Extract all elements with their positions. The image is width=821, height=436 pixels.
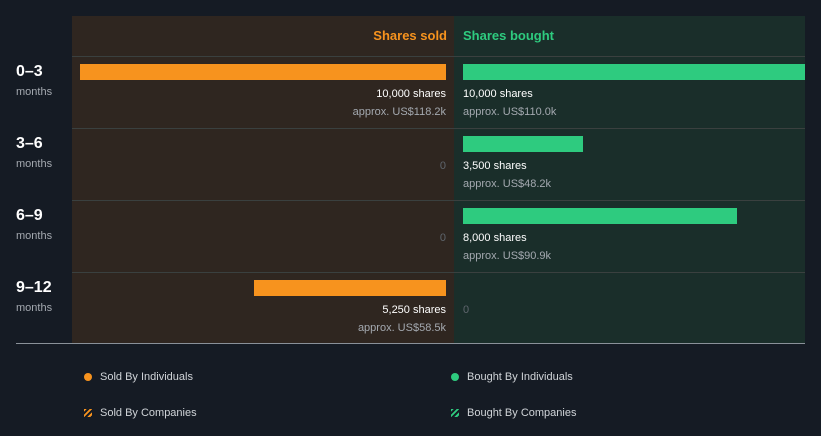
insider-trading-chart: Shares sold Shares bought 0–3 months 10,00… xyxy=(16,16,805,344)
orange-dot-icon xyxy=(84,373,92,381)
row-divider xyxy=(72,200,805,201)
sold-bar xyxy=(254,280,446,296)
sold-value-label: approx. US$58.5k xyxy=(357,322,446,334)
bought-value-label: approx. US$110.0k xyxy=(463,106,557,118)
period-label: 6–9 months xyxy=(16,207,52,242)
green-dot-icon xyxy=(451,373,459,381)
legend-label: Sold By Companies xyxy=(100,407,197,419)
legend-label: Sold By Individuals xyxy=(100,371,193,383)
bought-shares-label: 8,000 shares xyxy=(463,232,527,244)
legend-bought-individuals: Bought By Individuals xyxy=(451,371,573,383)
period-range: 6–9 xyxy=(16,207,43,224)
bought-bar xyxy=(463,136,583,152)
bought-value-label: approx. US$90.9k xyxy=(463,250,552,262)
legend-bought-companies: Bought By Companies xyxy=(451,407,576,419)
period-range: 3–6 xyxy=(16,135,43,152)
period-label: 0–3 months xyxy=(16,63,52,98)
shares-sold-header: Shares sold xyxy=(373,28,447,43)
sold-zero-label: 0 xyxy=(439,232,446,244)
period-unit: months xyxy=(16,302,53,314)
row-divider xyxy=(72,128,805,129)
chart-baseline xyxy=(16,343,805,344)
bought-bar xyxy=(463,208,737,224)
green-hatch-icon xyxy=(451,409,459,417)
legend-sold-individuals: Sold By Individuals xyxy=(84,371,193,383)
sold-shares-label: 5,250 shares xyxy=(382,304,446,316)
legend-label: Bought By Companies xyxy=(467,407,577,419)
sold-zero-label: 0 xyxy=(439,160,446,172)
bought-zero-label: 0 xyxy=(463,304,470,316)
sold-value-label: approx. US$118.2k xyxy=(352,106,446,118)
period-label: 3–6 months xyxy=(16,135,52,170)
period-unit: months xyxy=(16,86,53,98)
legend-sold-companies: Sold By Companies xyxy=(84,407,197,419)
bought-value-label: approx. US$48.2k xyxy=(463,178,552,190)
bought-shares-label: 10,000 shares xyxy=(463,88,533,100)
row-divider xyxy=(72,56,805,57)
row-divider xyxy=(72,272,805,273)
orange-hatch-icon xyxy=(84,409,92,417)
period-range: 9–12 xyxy=(16,279,52,296)
shares-bought-header: Shares bought xyxy=(463,28,555,43)
period-unit: months xyxy=(16,158,53,170)
period-label: 9–12 months xyxy=(16,279,52,314)
bought-bar xyxy=(463,64,805,80)
period-range: 0–3 xyxy=(16,63,43,80)
bought-shares-label: 3,500 shares xyxy=(463,160,527,172)
sold-shares-label: 10,000 shares xyxy=(376,88,446,100)
sold-bar xyxy=(80,64,446,80)
period-unit: months xyxy=(16,230,53,242)
legend-label: Bought By Individuals xyxy=(467,371,573,383)
